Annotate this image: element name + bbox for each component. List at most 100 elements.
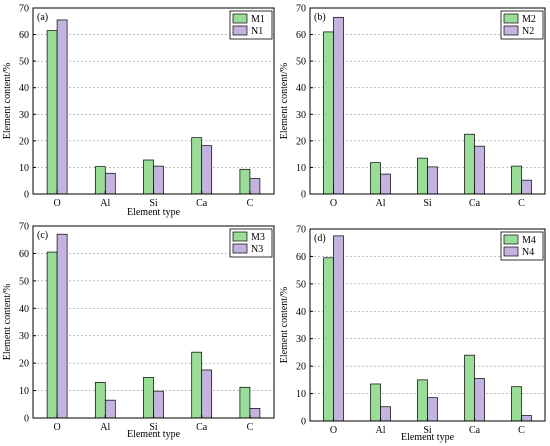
x-tick-label: Si xyxy=(423,425,432,436)
y-tick-label: 60 xyxy=(19,249,29,260)
chart-panel-2: 0 10 20 30 40 50 60 70 O Al Si Ca C Element content/%… xyxy=(279,4,546,209)
chart-panel-3: 0 10 20 30 40 50 60 70 O Al Si Ca C Element type Eleme… xyxy=(2,222,275,440)
legend-swatch-M2 xyxy=(503,13,519,24)
bar-N4-Si xyxy=(427,397,438,422)
bar-N3-Si xyxy=(153,390,164,419)
bar-M4-Si xyxy=(417,379,428,422)
bar-M2-Al xyxy=(370,162,381,195)
y-tick-label: 30 xyxy=(296,110,306,121)
bar-M1-O xyxy=(46,30,58,195)
y-tick-label: 60 xyxy=(19,30,29,41)
bar-M1-Ca xyxy=(191,137,203,195)
bar-N2-Ca xyxy=(474,145,485,195)
bar-M3-C xyxy=(239,386,251,419)
x-axis-label: Element type xyxy=(401,432,455,443)
bar-N2-Si xyxy=(427,166,438,195)
y-tick-label: 40 xyxy=(19,304,29,315)
chart-panel-1: 0 10 20 30 40 50 60 70 O Al Si Ca C Element type Eleme… xyxy=(2,4,275,218)
legend-swatch-M1 xyxy=(232,13,248,24)
x-tick-label: C xyxy=(247,422,254,433)
legend-label-N4: N4 xyxy=(522,247,534,258)
legend-swatch-N4 xyxy=(503,246,519,257)
y-tick-label: 70 xyxy=(19,222,29,233)
y-tick-label: 70 xyxy=(296,225,306,236)
bar-M2-Ca xyxy=(464,133,475,195)
panel-label: (a) xyxy=(37,12,48,23)
y-tick-label: 10 xyxy=(19,386,29,397)
chart-panel-4: 0 10 20 30 40 50 60 70 O Al Si Ca C Element type Eleme… xyxy=(279,225,546,443)
bar-M3-Al xyxy=(94,381,106,419)
legend-label-M3: M3 xyxy=(251,232,265,243)
legend-swatch-N1 xyxy=(232,25,248,36)
x-tick-label: Ca xyxy=(196,198,208,209)
bar-N1-Al xyxy=(104,172,116,195)
x-tick-label: C xyxy=(518,198,525,209)
y-tick-label: 50 xyxy=(296,57,306,68)
x-axis-label: Element type xyxy=(127,207,181,218)
y-tick-label: 10 xyxy=(296,389,306,400)
y-tick-label: 0 xyxy=(24,414,29,425)
x-tick-label: Ca xyxy=(469,198,481,209)
bar-M3-O xyxy=(46,251,58,419)
legend-label-N1: N1 xyxy=(251,26,263,37)
panel-label: (d) xyxy=(314,233,326,244)
bar-N4-Al xyxy=(380,406,391,422)
bar-M2-Si xyxy=(417,157,428,195)
x-tick-label: O xyxy=(53,198,60,209)
bar-N2-O xyxy=(333,16,344,195)
bar-N1-Si xyxy=(153,165,164,195)
bar-N2-C xyxy=(521,179,532,195)
legend-swatch-N2 xyxy=(503,25,519,36)
bar-M2-C xyxy=(511,165,522,195)
x-tick-label: Ca xyxy=(469,425,481,436)
x-tick-label: O xyxy=(330,425,337,436)
legend-swatch-M3 xyxy=(232,231,248,242)
y-tick-label: 70 xyxy=(296,4,306,15)
x-tick-label: Al xyxy=(376,198,386,209)
y-tick-label: 10 xyxy=(296,163,306,174)
y-tick-label: 0 xyxy=(301,417,306,428)
y-axis-label: Element content/% xyxy=(2,63,13,139)
y-tick-label: 20 xyxy=(19,136,29,147)
y-tick-label: 60 xyxy=(296,30,306,41)
bar-M1-C xyxy=(239,168,251,195)
x-tick-label: C xyxy=(518,425,525,436)
y-tick-label: 50 xyxy=(19,276,29,287)
y-tick-label: 20 xyxy=(296,362,306,373)
y-tick-label: 60 xyxy=(296,252,306,263)
y-tick-label: 40 xyxy=(296,307,306,318)
x-tick-label: Si xyxy=(423,198,432,209)
x-tick-label: Si xyxy=(149,422,158,433)
y-tick-label: 70 xyxy=(19,4,29,15)
bar-M4-Ca xyxy=(464,354,475,422)
bar-N3-C xyxy=(249,408,261,419)
x-tick-label: O xyxy=(53,422,60,433)
bar-M2-O xyxy=(323,31,334,195)
y-tick-label: 20 xyxy=(19,359,29,370)
y-tick-label: 30 xyxy=(19,110,29,121)
bar-N1-O xyxy=(56,19,68,195)
legend-label-M2: M2 xyxy=(522,14,536,25)
y-tick-label: 10 xyxy=(19,163,29,174)
legend-label-M1: M1 xyxy=(251,14,265,25)
bar-M1-Si xyxy=(143,159,154,195)
bar-N2-Al xyxy=(380,173,391,195)
x-tick-label: Ca xyxy=(196,422,208,433)
panel-label: (c) xyxy=(37,230,48,241)
bar-M4-O xyxy=(323,257,334,422)
bar-M4-Al xyxy=(370,383,381,422)
bar-M3-Ca xyxy=(191,351,203,419)
x-tick-label: Si xyxy=(149,198,158,209)
panel-label: (b) xyxy=(314,12,326,23)
legend-swatch-M4 xyxy=(503,234,519,245)
bar-N1-C xyxy=(249,178,261,195)
y-tick-label: 20 xyxy=(296,136,306,147)
bar-N3-Al xyxy=(104,399,116,419)
bar-N4-Ca xyxy=(474,378,485,422)
x-tick-label: Al xyxy=(376,425,386,436)
x-tick-label: Al xyxy=(100,422,110,433)
